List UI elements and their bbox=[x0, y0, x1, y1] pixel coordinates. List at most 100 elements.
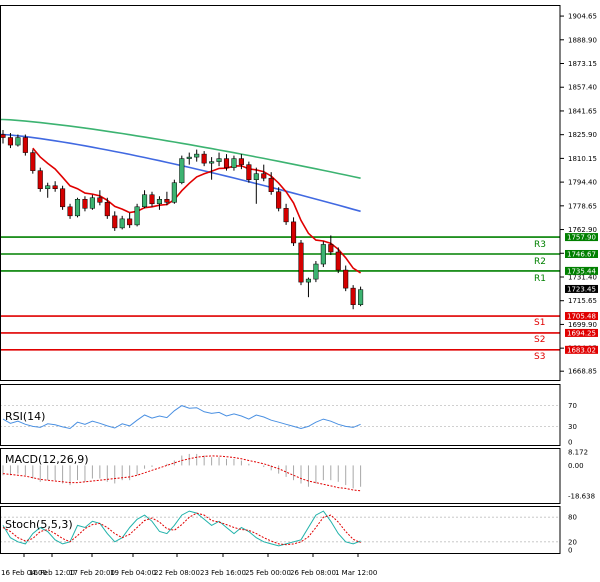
candle-up bbox=[186, 156, 192, 159]
candle-up bbox=[142, 194, 148, 208]
time-tick-label: 23 Feb 16:00 bbox=[200, 569, 246, 577]
level-price-label: 1705.48 bbox=[567, 313, 596, 321]
time-tick-label: 26 Feb 08:00 bbox=[290, 569, 336, 577]
candle-up bbox=[313, 263, 319, 280]
time-tick-label: 17 Feb 20:00 bbox=[69, 569, 115, 577]
candle-down bbox=[223, 158, 230, 168]
panel-border-1 bbox=[0, 384, 561, 446]
level-price-label: 1683.02 bbox=[567, 346, 596, 354]
candle-up bbox=[209, 161, 215, 164]
price-tick-label: 1810.15 bbox=[568, 155, 597, 163]
rsi-tick-label: 30 bbox=[568, 423, 577, 431]
candle-up bbox=[253, 173, 259, 180]
candle-down bbox=[30, 152, 36, 171]
level-price-tag bbox=[565, 249, 598, 258]
candle-up bbox=[45, 185, 51, 189]
ma-slow-line bbox=[0, 118, 361, 179]
candle-up bbox=[15, 137, 21, 146]
candle-down bbox=[335, 251, 341, 271]
candle-up bbox=[156, 199, 162, 205]
candle-down bbox=[276, 191, 282, 209]
price-tick-label: 1888.90 bbox=[568, 36, 597, 44]
candle-down bbox=[261, 173, 267, 179]
candle-down bbox=[97, 197, 103, 203]
macd-panel[interactable]: 8.172 0.00 -18.638 MACD(12,26,9) bbox=[2, 449, 595, 501]
price-tick-label: 1825.90 bbox=[568, 131, 597, 139]
panel-border-2 bbox=[0, 448, 561, 504]
rsi-line bbox=[2, 405, 361, 430]
level-name-r2: R2 bbox=[534, 257, 546, 267]
price-tick-label: 1762.90 bbox=[568, 226, 597, 234]
candle-up bbox=[194, 153, 200, 158]
candle-down bbox=[127, 218, 133, 226]
stoch-tick-label: 20 bbox=[568, 538, 577, 546]
candle-up bbox=[179, 158, 185, 183]
candle-up bbox=[119, 218, 125, 229]
candle-up bbox=[216, 158, 222, 162]
level-price-label: 1735.44 bbox=[567, 267, 596, 275]
panel-border-0 bbox=[0, 5, 561, 381]
candle-up bbox=[89, 197, 95, 209]
ma-fast-line bbox=[32, 147, 362, 274]
stochastic-panel[interactable]: 80 200 Stoch(5,5,3) bbox=[0, 510, 577, 555]
stoch-d-line bbox=[2, 512, 361, 546]
level-price-tag bbox=[565, 233, 598, 242]
candle-down bbox=[328, 244, 334, 253]
rsi-tick-label: 70 bbox=[568, 402, 577, 410]
candle-down bbox=[149, 194, 155, 205]
rsi-panel[interactable]: 70 30 0 RSI(14) bbox=[0, 402, 577, 447]
candle-up bbox=[134, 206, 140, 226]
price-tick-label: 1668.85 bbox=[568, 368, 597, 376]
candle-down bbox=[201, 153, 207, 164]
price-tick-label: 1841.65 bbox=[568, 107, 597, 115]
stoch-k-line bbox=[2, 510, 361, 547]
main-price-panel[interactable]: 1904.65 1888.90 1873.15 1857.40 1841.65 1825.… bbox=[0, 13, 598, 376]
price-tick-label: 1715.65 bbox=[568, 297, 597, 305]
level-name-s2: S2 bbox=[534, 335, 545, 345]
candle-down bbox=[22, 137, 28, 153]
stoch-tick-label: 80 bbox=[568, 514, 577, 522]
time-tick-label: 16 Feb 04:00 bbox=[1, 569, 47, 577]
chart-frame bbox=[0, 5, 561, 554]
candle-down bbox=[7, 137, 13, 146]
stoch-label: Stoch(5,5,3) bbox=[5, 518, 73, 531]
candle-down bbox=[238, 158, 244, 165]
ma-mid-line bbox=[0, 133, 361, 213]
time-tick-label: 22 Feb 08:00 bbox=[154, 569, 200, 577]
price-tick-label: 1873.15 bbox=[568, 60, 597, 68]
rsi-tick-label: 0 bbox=[568, 439, 572, 447]
candle-down bbox=[246, 164, 252, 180]
candle-down bbox=[112, 215, 118, 229]
candle-up bbox=[74, 199, 81, 217]
candle-down bbox=[37, 170, 43, 189]
candle-down bbox=[291, 221, 297, 244]
candle-down bbox=[268, 177, 274, 192]
candle-down bbox=[52, 185, 58, 189]
level-name-s1: S1 bbox=[534, 318, 545, 328]
price-tick-label: 1731.40 bbox=[568, 273, 597, 281]
macd-tick-label: -18.638 bbox=[568, 493, 595, 501]
price-tick-label: 1778.65 bbox=[568, 202, 597, 210]
candle-down bbox=[283, 208, 289, 223]
level-price-tag bbox=[565, 266, 598, 275]
time-tick-label: 1 Mar 12:00 bbox=[335, 569, 377, 577]
level-price-label: 1757.90 bbox=[567, 234, 596, 242]
level-name-s3: S3 bbox=[534, 352, 545, 362]
candle-up bbox=[320, 244, 326, 265]
candle-down bbox=[343, 269, 349, 289]
panel-border-3 bbox=[0, 506, 561, 554]
macd-signal-line bbox=[2, 455, 361, 492]
current-price-label: 1723.45 bbox=[567, 285, 596, 293]
price-tick-label: 1857.40 bbox=[568, 84, 597, 92]
candle-up bbox=[358, 289, 364, 305]
candle-up bbox=[231, 158, 237, 168]
price-tick-label: 1794.40 bbox=[568, 179, 597, 187]
time-tick-label: 16 Feb 12:00 bbox=[29, 569, 75, 577]
candle-down bbox=[298, 242, 304, 283]
macd-tick-label: 8.172 bbox=[568, 449, 588, 457]
level-name-r3: R3 bbox=[534, 240, 546, 250]
candle-down bbox=[104, 202, 110, 217]
current-price-tag bbox=[565, 284, 598, 293]
